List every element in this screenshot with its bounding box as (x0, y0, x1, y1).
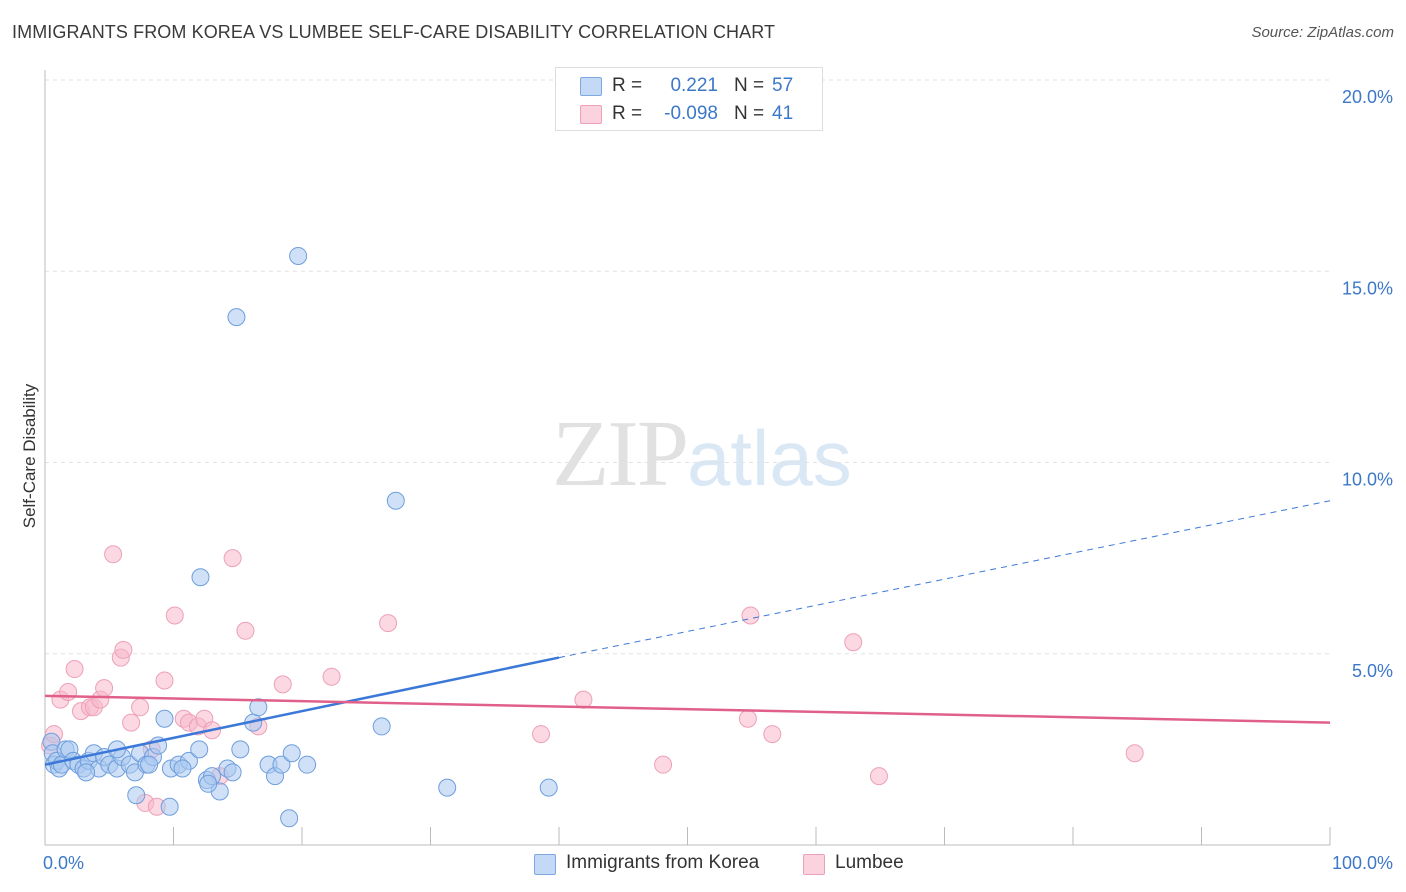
lumbee-point (654, 755, 673, 774)
lumbee-point (104, 545, 123, 564)
korea-point (191, 568, 210, 587)
y-tick-label: 10.0% (1342, 470, 1393, 490)
lumbee-point (379, 614, 398, 633)
lumbee-point (59, 683, 78, 701)
legend-swatch-korea (534, 854, 556, 875)
legend-swatch-lumbee (803, 854, 825, 875)
lumbee-points (41, 545, 1144, 816)
chart-title: IMMIGRANTS FROM KOREA VS LUMBEE SELF-CAR… (12, 22, 776, 42)
lumbee-point (65, 660, 84, 679)
korea-point (282, 744, 301, 763)
lumbee-point (122, 713, 141, 732)
lumbee-point (532, 725, 551, 744)
lumbee-point (1125, 744, 1144, 763)
korea-point (77, 763, 96, 782)
lumbee-point (741, 606, 760, 625)
watermark-atlas: atlas (687, 414, 852, 502)
korea-point (155, 709, 174, 728)
korea-point (173, 759, 192, 778)
legend-n-value: 57 (772, 75, 794, 96)
lumbee-point (869, 767, 888, 786)
correlation-legend: R = 0.221 N = 57 R = -0.098 N = 41 (555, 67, 823, 131)
legend-n-label: N = (734, 103, 765, 124)
korea-point (127, 786, 146, 805)
korea-point (272, 755, 291, 774)
korea-point (231, 740, 250, 759)
lumbee-point (114, 640, 133, 659)
lumbee-point (223, 549, 242, 568)
korea-point (160, 797, 179, 816)
legend-swatch-lumbee (580, 105, 602, 124)
legend-swatch-korea (580, 77, 602, 96)
korea-point (227, 308, 246, 327)
korea-point (140, 755, 159, 774)
y-tick-labels: 5.0% 10.0% 15.0% 20.0% (1342, 87, 1393, 681)
gridlines (45, 79, 1330, 655)
watermark: ZIPatlas (552, 400, 852, 508)
korea-point (298, 755, 317, 774)
lumbee-trendline (44, 694, 1331, 724)
korea-point (539, 778, 558, 797)
korea-point (438, 778, 457, 797)
legend-r-label: R = (612, 75, 643, 96)
x-tick-label: 0.0% (43, 853, 84, 873)
y-tick-label: 5.0% (1352, 661, 1393, 681)
y-axis-label: Self-Care Disability (20, 383, 39, 528)
lumbee-point (738, 709, 757, 728)
lumbee-point (273, 675, 292, 694)
watermark-zip: ZIP (552, 402, 689, 506)
legend-row-lumbee: R = -0.098 N = 41 (556, 100, 822, 128)
lumbee-point (844, 633, 863, 652)
lumbee-point (165, 606, 184, 625)
legend-n-label: N = (734, 75, 765, 96)
lumbee-point (763, 725, 782, 744)
korea-point (199, 774, 218, 793)
legend-label-lumbee: Lumbee (835, 852, 904, 873)
korea-point (289, 246, 308, 265)
korea-point (190, 740, 209, 759)
korea-point (249, 698, 268, 717)
lumbee-point (95, 679, 114, 698)
source-label: Source: ZipAtlas.com (1251, 24, 1394, 41)
legend-row-korea: R = 0.221 N = 57 (556, 72, 822, 100)
korea-points (42, 246, 558, 828)
legend-r-label: R = (612, 103, 643, 124)
axes (44, 70, 1330, 846)
legend-r-value: -0.098 (664, 103, 718, 124)
lumbee-point (236, 621, 255, 640)
legend-r-value: 0.221 (670, 75, 718, 96)
korea-point (223, 763, 242, 782)
y-tick-label: 15.0% (1342, 278, 1393, 298)
x-tick-label: 100.0% (1332, 853, 1393, 873)
y-tick-label: 20.0% (1342, 87, 1393, 107)
korea-trendline-extension (558, 500, 1331, 659)
lumbee-point (131, 698, 150, 717)
lumbee-point (322, 667, 341, 686)
x-ticks: 0.0% 100.0% (43, 827, 1393, 873)
korea-point (280, 809, 299, 828)
lumbee-point (574, 690, 593, 709)
korea-point (386, 491, 405, 510)
legend-label-korea: Immigrants from Korea (566, 852, 760, 873)
trendlines (44, 500, 1331, 766)
korea-trendline (44, 656, 560, 766)
legend-n-value: 41 (772, 103, 794, 124)
korea-point (372, 717, 391, 736)
lumbee-point (155, 671, 174, 690)
